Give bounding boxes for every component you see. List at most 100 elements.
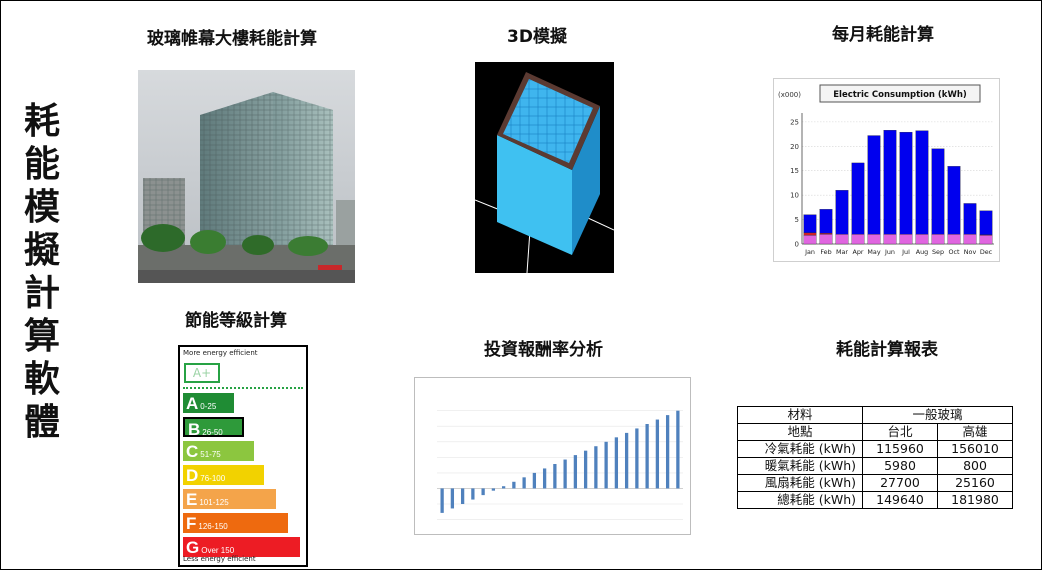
bar [563, 459, 567, 489]
bar [481, 488, 485, 496]
bar-segment [803, 235, 817, 245]
energy-grade-range: 76-100 [200, 474, 226, 483]
rating-section-title: 節能等級計算 [185, 311, 287, 331]
x-tick-label: Mar [836, 248, 848, 256]
energy-report-table: 材料 一般玻璃 地點 台北 高雄 冷氣耗能 (kWh) 115960 15601… [737, 406, 1013, 509]
main-title: 耗 能 模 擬 計 算 軟 體 [22, 100, 62, 444]
bar-segment [947, 234, 961, 245]
main-title-char: 算 [23, 316, 60, 357]
x-tick-label: Feb [820, 248, 831, 256]
bar-segment [803, 232, 817, 236]
energy-grade-bar-d: D 76-100 [183, 465, 264, 485]
report-cell: 27700 [862, 474, 938, 492]
investment-return-chart [414, 377, 691, 535]
bar-segment [803, 214, 817, 233]
report-location-label: 地點 [737, 423, 863, 441]
monthly-chart-ylabel: (x000) [778, 91, 801, 99]
energy-grade-letter: G [186, 538, 200, 557]
energy-grade-letter: A [186, 394, 199, 413]
energy-label-aplus-box: A+ [184, 363, 220, 383]
monthly-consumption-chart: Electric Consumption (kWh) (x000) 0 5 10 15… [773, 78, 1000, 262]
bar-segment [835, 234, 849, 245]
main-title-char: 體 [23, 402, 60, 443]
bar-segment [963, 234, 977, 245]
building-section-title: 玻璃帷幕大樓耗能計算 [147, 29, 317, 49]
x-tick-label: Sep [932, 248, 944, 256]
bar [655, 419, 660, 489]
energy-grade-range: Over 150 [201, 546, 235, 555]
energy-grade-letter: E [186, 490, 198, 509]
y-tick-label: 15 [790, 167, 799, 175]
energy-grade-bar-b: B 26-50 [183, 417, 244, 439]
report-cell: 181980 [937, 491, 1013, 509]
monthly-chart-title-box [819, 84, 981, 103]
bar [594, 446, 598, 489]
bar [665, 415, 670, 489]
x-tick-label: May [867, 248, 880, 256]
bar-segment [979, 210, 993, 235]
bar-segment [819, 209, 833, 234]
model3d-section-title: 3D模擬 [507, 27, 567, 47]
x-tick-label: Nov [964, 248, 977, 256]
y-tick-label: 20 [790, 143, 799, 151]
bar-segment [899, 234, 913, 245]
report-cell: 115960 [862, 440, 938, 458]
bar-segment [851, 162, 865, 235]
report-section-title: 耗能計算報表 [836, 340, 938, 360]
main-title-char: 模 [23, 187, 60, 228]
report-cell: 156010 [937, 440, 1013, 458]
bar-segment [915, 130, 929, 235]
report-location-b: 高雄 [937, 423, 1013, 441]
report-header-glass: 一般玻璃 [862, 406, 1013, 424]
bar [583, 450, 588, 489]
table-row: 風扇耗能 (kWh) 27700 25160 [737, 474, 1013, 492]
report-cell: 25160 [937, 474, 1013, 492]
x-tick-label: Aug [916, 248, 928, 256]
energy-grade-bar-a: A 0-25 [183, 393, 234, 413]
bar [542, 468, 547, 489]
invest-section-title: 投資報酬率分析 [484, 340, 603, 360]
bar [491, 488, 496, 491]
table-row: 材料 一般玻璃 [737, 406, 1013, 424]
bar-segment [867, 135, 881, 235]
energy-label-divider [183, 387, 303, 389]
x-tick-label: Jan [804, 248, 815, 256]
bar-segment [963, 203, 977, 235]
bar [501, 486, 506, 489]
bar-segment [947, 166, 961, 235]
model3d-view [474, 62, 615, 274]
energy-grade-bar-e: E 101-125 [183, 489, 276, 509]
y-tick-label: 5 [795, 216, 799, 224]
bar [624, 432, 629, 489]
bar-segment [931, 148, 945, 235]
table-row: 總耗能 (kWh) 149640 181980 [737, 491, 1013, 509]
energy-grade-range: 126-150 [198, 522, 228, 531]
bar [614, 437, 619, 489]
energy-grade-letter: D [186, 466, 199, 485]
monthly-chart-title: Electric Consumption (kWh) [833, 90, 967, 100]
bar-segment [979, 235, 993, 245]
energy-grade-range: 0-25 [200, 402, 217, 411]
y-tick-label: 0 [795, 241, 799, 249]
bar-segment [835, 190, 849, 235]
x-tick-label: Dec [980, 248, 993, 256]
energy-grade-range: 26-50 [202, 428, 223, 437]
bar [573, 455, 578, 489]
x-tick-label: Jul [901, 248, 910, 256]
report-row-label: 總耗能 (kWh) [737, 491, 863, 509]
main-title-char: 計 [23, 273, 60, 314]
report-cell: 5980 [862, 457, 938, 475]
energy-grade-letter: B [188, 420, 201, 439]
report-cell: 800 [937, 457, 1013, 475]
report-location-a: 台北 [862, 423, 938, 441]
y-tick-label: 25 [790, 118, 799, 126]
main-title-char: 能 [23, 144, 60, 185]
table-row: 冷氣耗能 (kWh) 115960 156010 [737, 440, 1013, 458]
energy-grade-letter: C [186, 442, 199, 461]
report-row-label: 冷氣耗能 (kWh) [737, 440, 863, 458]
report-header-material: 材料 [737, 406, 863, 424]
bar [460, 488, 465, 504]
energy-label-bottom-text: Less energy efficient [183, 555, 256, 563]
bar-segment [867, 234, 881, 245]
report-cell: 149640 [862, 491, 938, 509]
